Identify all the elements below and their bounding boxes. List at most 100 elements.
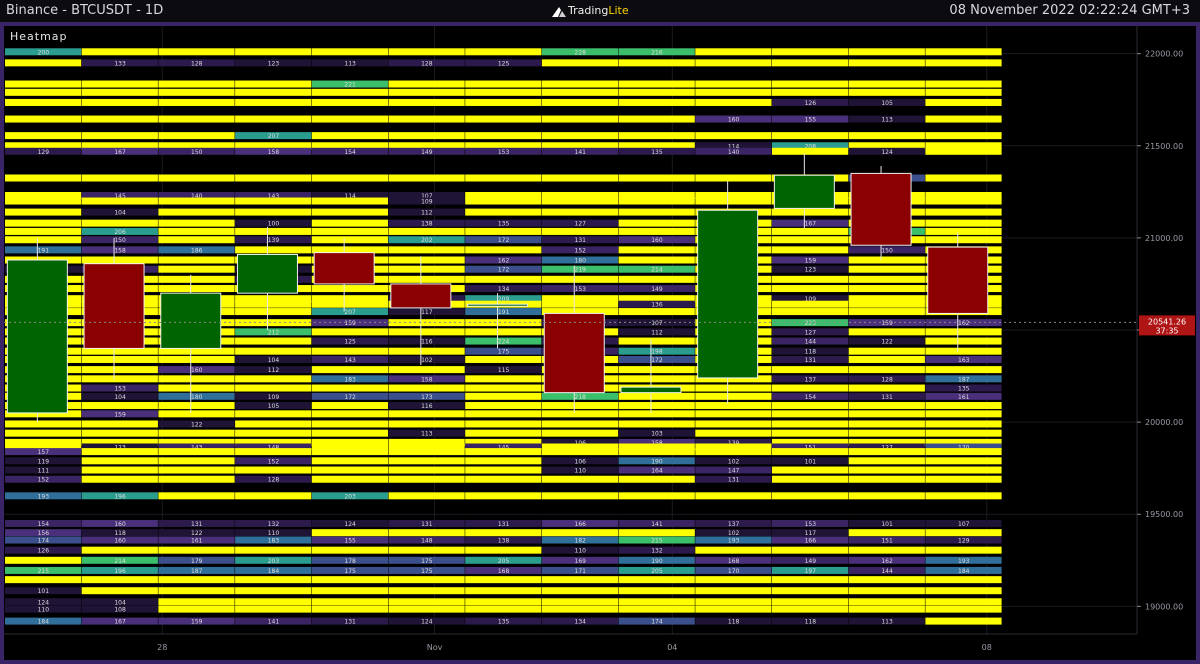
- heatmap-cell: [158, 576, 235, 584]
- heatmap-cell-label: 166: [575, 521, 587, 528]
- heatmap-cell: [311, 219, 388, 227]
- heatmap-cell: [695, 115, 772, 123]
- heatmap-cell-label: 160: [114, 521, 126, 528]
- heatmap-cell-label: 219: [575, 267, 587, 274]
- heatmap-cell: [848, 519, 925, 527]
- heatmap-cell-label: 154: [344, 149, 356, 156]
- heatmap-cell: [81, 605, 158, 613]
- heatmap-cell: [925, 429, 1002, 437]
- heatmap-cell: [81, 355, 158, 363]
- heatmap-cell: [5, 420, 82, 428]
- heatmap-cell: [5, 208, 82, 216]
- heatmap-cell-label: 193: [958, 558, 970, 565]
- heatmap-cell: [5, 448, 82, 456]
- heatmap-cell-label: 159: [344, 320, 356, 327]
- heatmap-cell: [465, 392, 542, 400]
- heatmap-cell: [158, 246, 235, 254]
- heatmap-cell-label: 106: [575, 440, 587, 447]
- heatmap-cell-label: 223: [805, 320, 817, 327]
- heatmap-cell: [235, 174, 312, 182]
- heatmap-cell: [311, 227, 388, 235]
- heatmap-cell: [5, 246, 82, 254]
- heatmap-cell: [925, 192, 1002, 200]
- heatmap-cell: [848, 392, 925, 400]
- heatmap-cell: [848, 529, 925, 537]
- heatmap-cell: [465, 598, 542, 606]
- heatmap-cell: [158, 536, 235, 544]
- heatmap-cell: [772, 208, 849, 216]
- heatmap-cell-label: 151: [805, 444, 817, 451]
- heatmap-cell: [772, 587, 849, 595]
- heatmap-cell: [541, 402, 619, 410]
- heatmap-cell: [388, 88, 465, 96]
- heatmap-cell: [81, 598, 158, 606]
- heatmap-cell: [541, 192, 619, 200]
- heatmap-cell: [618, 300, 695, 308]
- heatmap-cell: [695, 384, 772, 392]
- y-tick-label: 22000.00: [1145, 50, 1183, 59]
- heatmap-cell: [618, 617, 695, 625]
- heatmap-cell: [388, 246, 465, 254]
- heatmap-cell-label: 132: [651, 548, 663, 555]
- heatmap-cell: [235, 355, 312, 363]
- heatmap-cell: [388, 519, 465, 527]
- heatmap-cell: [311, 355, 388, 363]
- heatmap-cell: [388, 197, 465, 205]
- heatmap-cell: [695, 536, 772, 544]
- heatmap-cell-label: 101: [881, 521, 893, 528]
- heatmap-cell: [772, 59, 849, 67]
- heatmap-cell: [772, 617, 849, 625]
- heatmap-cell: [848, 147, 925, 155]
- heatmap-cell-label: 160: [651, 237, 663, 244]
- heatmap-cell: [772, 392, 849, 400]
- heatmap-cell-label: 172: [498, 237, 510, 244]
- heatmap-cell: [235, 115, 312, 123]
- heatmap-cell: [388, 392, 465, 400]
- heatmap-cell: [925, 529, 1002, 537]
- heatmap-cell: [695, 174, 772, 182]
- heatmap-cell: [695, 375, 772, 383]
- heatmap-cell: [925, 366, 1002, 374]
- heatmap-cell-label: 132: [268, 521, 280, 528]
- heatmap-cell-label: 172: [498, 267, 510, 274]
- heatmap-cell: [158, 147, 235, 155]
- heatmap-cell: [618, 556, 695, 564]
- heatmap-cell: [235, 88, 312, 96]
- heatmap-cell: [618, 227, 695, 235]
- heatmap-cell: [311, 536, 388, 544]
- heatmap-cell-label: 113: [881, 619, 893, 626]
- heatmap-cell: [848, 115, 925, 123]
- heatmap-cell-label: 218: [575, 394, 587, 401]
- heatmap-cell: [772, 410, 849, 418]
- y-tick-label: 20000.00: [1145, 418, 1183, 427]
- heatmap-cell: [81, 475, 158, 483]
- heatmap-cell: [925, 587, 1002, 595]
- heatmap-cell: [5, 438, 82, 446]
- heatmap-cell: [311, 448, 388, 456]
- heatmap-cell: [618, 265, 695, 273]
- heatmap-cell: [848, 466, 925, 474]
- heatmap-cell: [925, 448, 1002, 456]
- heatmap-cell: [311, 529, 388, 537]
- heatmap-cell-label: 112: [651, 329, 663, 336]
- heatmap-cell: [848, 443, 925, 451]
- heatmap-cell: [158, 605, 235, 613]
- heatmap-cell: [925, 556, 1002, 564]
- heatmap-cell: [235, 219, 312, 227]
- heatmap-cell: [311, 556, 388, 564]
- heatmap-cell: [5, 529, 82, 537]
- heatmap-cell-label: 159: [114, 411, 126, 418]
- heatmap-cell: [772, 236, 849, 244]
- heatmap-cell: [925, 197, 1002, 205]
- heatmap-cell: [235, 429, 312, 437]
- heatmap-cell: [465, 438, 542, 446]
- heatmap-cell-label: 175: [421, 568, 433, 575]
- heatmap-cell: [311, 605, 388, 613]
- heatmap-cell: [235, 402, 312, 410]
- heatmap-cell: [311, 285, 388, 293]
- heatmap-cell: [235, 384, 312, 392]
- chart-area[interactable]: 200 228 216 133 128 123 113 128 125 221 126 105 160 1…: [4, 26, 1196, 660]
- heatmap-cell: [388, 420, 465, 428]
- heatmap-cell: [772, 402, 849, 410]
